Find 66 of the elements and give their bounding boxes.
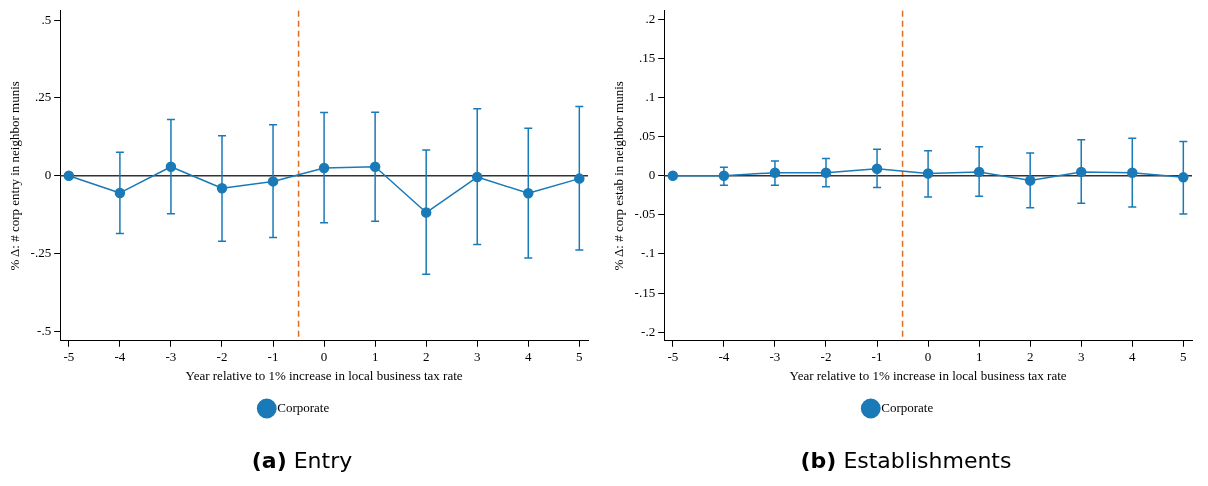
x-tick-label: -5: [667, 349, 679, 365]
x-tick-label: -1: [267, 349, 279, 365]
point: [63, 170, 75, 182]
x-axis-title: Year relative to 1% increase in local business tax rate: [789, 367, 1067, 383]
point: [318, 162, 330, 174]
y-tick-label: -.5: [37, 322, 52, 338]
legend-label: Corporate: [277, 399, 330, 415]
y-tick-label: 0: [44, 167, 52, 183]
x-tick-label: -4: [114, 349, 126, 365]
point: [165, 161, 177, 173]
point: [1024, 175, 1036, 186]
x-tick-label: 4: [525, 349, 533, 365]
point: [523, 187, 534, 199]
y-axis-title: % Δ: # corp estab in neighbor munis: [611, 81, 627, 271]
point: [667, 170, 679, 182]
point: [420, 207, 432, 218]
text: (a) Entry: [250, 448, 354, 473]
text: (b) Establishments: [799, 448, 1013, 473]
point: [871, 163, 883, 175]
y-tick-label: .2: [645, 10, 656, 26]
point: [471, 171, 483, 183]
point: [718, 170, 730, 182]
x-tick-label: -2: [820, 349, 832, 365]
point: [267, 176, 279, 187]
x-tick-label: 5: [576, 349, 583, 365]
y-tick-label: .15: [638, 49, 656, 65]
point: [574, 173, 585, 184]
x-tick-label: 3: [473, 349, 481, 365]
point: [369, 161, 381, 173]
x-tick-label: 0: [320, 349, 328, 365]
x-tick-label: 2: [1026, 349, 1034, 365]
point: [769, 167, 781, 178]
point: [973, 166, 985, 178]
x-tick-label: -3: [769, 349, 781, 365]
x-tick-label: -1: [871, 349, 883, 365]
x-tick-label: 2: [422, 349, 430, 365]
y-tick-label: -.2: [641, 323, 656, 339]
x-tick-label: 4: [1129, 349, 1137, 365]
point: [820, 167, 832, 178]
y-tick-label: -.05: [634, 206, 656, 222]
legend-label: Corporate: [881, 399, 934, 415]
x-tick-label: 1: [371, 349, 379, 365]
x-tick-label: 1: [975, 349, 983, 365]
y-tick-label: -.15: [634, 284, 656, 300]
point: [1075, 166, 1087, 178]
x-tick-label: -5: [63, 349, 75, 365]
x-tick-label: 0: [924, 349, 932, 365]
x-tick-label: -2: [216, 349, 228, 365]
x-tick-label: 5: [1180, 349, 1187, 365]
y-tick-label: .05: [638, 128, 656, 144]
point: [216, 183, 228, 194]
point: [1178, 172, 1189, 183]
point: [114, 187, 126, 199]
x-tick-label: -3: [165, 349, 177, 365]
y-tick-label: -.1: [641, 245, 656, 261]
x-tick-label: -4: [718, 349, 730, 365]
y-tick-label: .5: [41, 11, 52, 27]
x-tick-label: 3: [1077, 349, 1085, 365]
y-tick-label: .25: [34, 89, 52, 105]
y-tick-label: 0: [648, 167, 656, 183]
x-axis-title: Year relative to 1% increase in local business tax rate: [185, 367, 463, 383]
y-axis-title: % Δ: # corp entry in neighbor munis: [7, 81, 23, 271]
y-tick-label: .1: [645, 89, 656, 105]
point: [1127, 167, 1138, 178]
point: [922, 168, 934, 179]
y-tick-label: -.25: [30, 245, 52, 261]
